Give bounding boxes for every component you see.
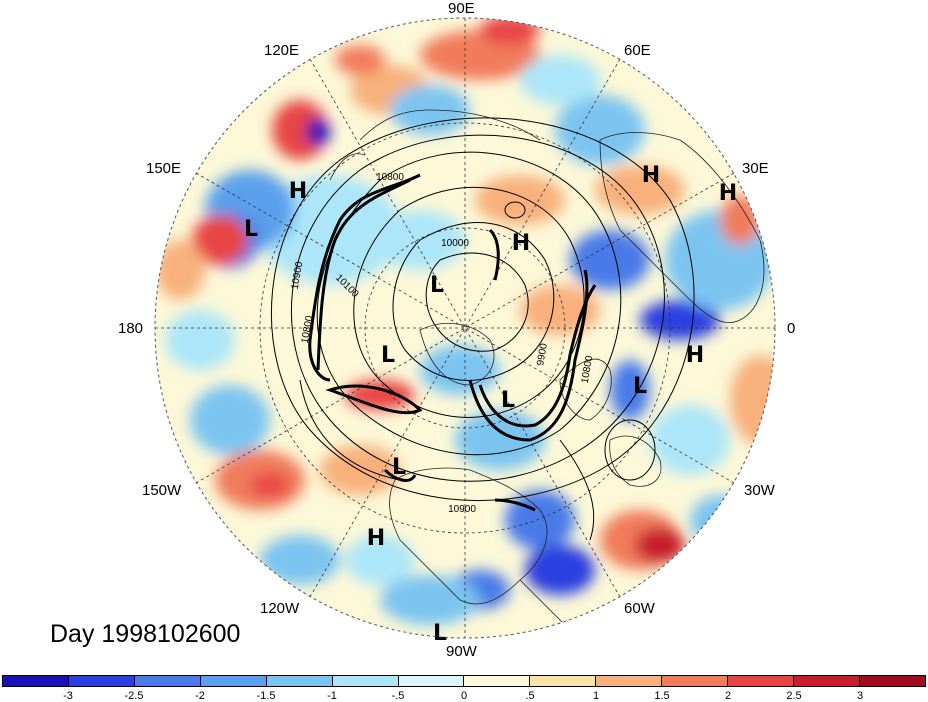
colorbar-cell — [68, 676, 135, 686]
low-pressure-label: L — [244, 217, 258, 242]
polar-map: 108001000010100109001080099001080010900 … — [154, 17, 776, 646]
colorbar-cell — [662, 676, 729, 686]
colorbar-cell — [530, 676, 597, 686]
colorbar-cell — [200, 676, 267, 686]
coastlines — [329, 109, 765, 638]
colorbar-tick-label: -.5 — [391, 690, 405, 702]
colorbar-cell — [398, 676, 465, 686]
lon-label-30e: 30E — [742, 160, 769, 177]
lon-label-150w: 150W — [142, 482, 182, 499]
colorbar-tick-label: -3 — [63, 690, 73, 702]
low-pressure-label: L — [433, 621, 447, 646]
anomaly-field — [155, 18, 775, 638]
contour-label: 10800 — [580, 354, 596, 384]
low-pressure-label: L — [633, 374, 647, 399]
contour-label: 10900 — [448, 504, 476, 515]
high-pressure-label: H — [512, 231, 530, 256]
colorbar-cell — [332, 676, 399, 686]
lon-label-90w: 90W — [446, 643, 477, 660]
contour-label: 10000 — [441, 238, 469, 249]
colorbar-cell — [728, 676, 795, 686]
lon-label-180: 180 — [118, 320, 144, 337]
colorbar-tick-label: 2.5 — [786, 690, 802, 702]
colorbar-cell — [596, 676, 663, 686]
high-pressure-label: H — [686, 343, 704, 368]
colorbar-tick-label: 1.5 — [654, 690, 670, 702]
colorbar-cell — [794, 676, 860, 686]
colorbar-cell — [464, 676, 531, 686]
lon-label-120e: 120E — [264, 42, 300, 59]
colorbar — [2, 675, 926, 687]
lon-label-60w: 60W — [624, 600, 655, 617]
high-pressure-label: H — [367, 526, 385, 551]
colorbar-cell — [266, 676, 333, 686]
lon-label-30w: 30W — [744, 482, 775, 499]
graticule — [155, 18, 775, 638]
colorbar-tick-label: 2 — [724, 690, 732, 702]
lon-label-0: 0 — [787, 320, 796, 337]
pressure-centers: H H H H H H L L L L L L L — [244, 163, 737, 646]
colorbar-cell — [134, 676, 201, 686]
lon-label-60e: 60E — [624, 42, 651, 59]
lon-label-150e: 150E — [146, 160, 182, 177]
colorbar-tick-label: -2 — [195, 690, 205, 702]
low-pressure-label: L — [501, 388, 515, 413]
high-pressure-label: H — [289, 179, 307, 204]
contour-label: 9900 — [535, 342, 550, 366]
colorbar-cell — [859, 676, 925, 686]
height-contours — [270, 117, 695, 541]
lon-label-90e: 90E — [448, 0, 475, 17]
low-pressure-label: L — [381, 343, 395, 368]
contour-label: 10900 — [290, 260, 306, 290]
colorbar-tick-label: 1 — [592, 690, 600, 702]
high-pressure-label: H — [719, 181, 737, 206]
high-pressure-label: H — [642, 163, 660, 188]
contour-label: 10800 — [300, 314, 316, 344]
map-boundary — [154, 17, 776, 639]
colorbar-tick-label: -1 — [327, 690, 337, 702]
contour-label: 10800 — [376, 172, 404, 183]
low-pressure-label: L — [430, 273, 444, 298]
colorbar-tick-label: 3 — [856, 690, 864, 702]
day-title: Day 1998102600 — [50, 620, 241, 648]
colorbar-tick-label: .5 — [525, 690, 535, 702]
colorbar-tick-label: -2.5 — [124, 690, 144, 702]
colorbar-tick-label: -1.5 — [256, 690, 276, 702]
low-pressure-label: L — [392, 455, 406, 480]
colorbar-cell — [3, 676, 69, 686]
colorbar-tick-label: 0 — [460, 690, 468, 702]
lon-label-120w: 120W — [260, 600, 300, 617]
